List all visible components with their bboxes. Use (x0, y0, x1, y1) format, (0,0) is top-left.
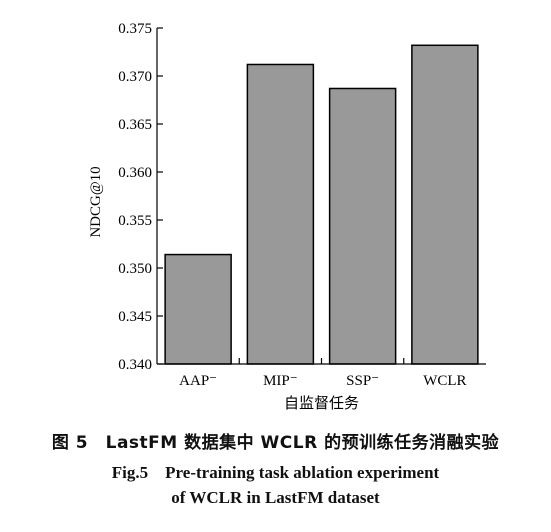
bars (164, 44, 479, 365)
x-tick-label: AAP⁻ (179, 373, 217, 389)
y-axis-ticks: 0.340 0.345 0.350 0.355 0.360 0.365 0.370 0.375 (118, 21, 163, 373)
x-tick-label: MIP⁻ (263, 373, 298, 389)
y-tick-label: 0.350 (118, 261, 152, 277)
bar-3 (411, 44, 479, 365)
y-tick-label: 0.340 (118, 357, 152, 373)
y-tick-label: 0.360 (118, 165, 152, 181)
x-axis-ticks: AAP⁻ MIP⁻ SSP⁻ WCLR (179, 358, 467, 389)
bar-1 (246, 63, 315, 365)
y-tick-label: 0.345 (118, 309, 152, 325)
y-tick-label: 0.355 (118, 213, 152, 229)
x-tick-label: SSP⁻ (346, 373, 379, 389)
y-tick-label: 0.375 (118, 21, 152, 37)
bar-2 (328, 87, 397, 365)
bar-chart: 0.340 0.345 0.350 0.355 0.360 0.365 0.370 0.375… (88, 21, 486, 412)
x-axis-label: 自监督任务 (284, 394, 359, 412)
figure-caption-english-line1: Fig.5 Pre-training task ablation experim… (111, 463, 440, 482)
y-axis-label: NDCG@10 (88, 166, 104, 237)
y-tick-label: 0.365 (118, 117, 152, 133)
x-tick-label: WCLR (423, 373, 466, 389)
figure-caption-english-line2: of WCLR in LastFM dataset (171, 488, 380, 507)
bar-0 (164, 253, 232, 365)
figure-caption-chinese: 图 5 LastFM 数据集中 WCLR 的预训练任务消融实验 (51, 433, 500, 453)
y-tick-label: 0.370 (118, 69, 152, 85)
